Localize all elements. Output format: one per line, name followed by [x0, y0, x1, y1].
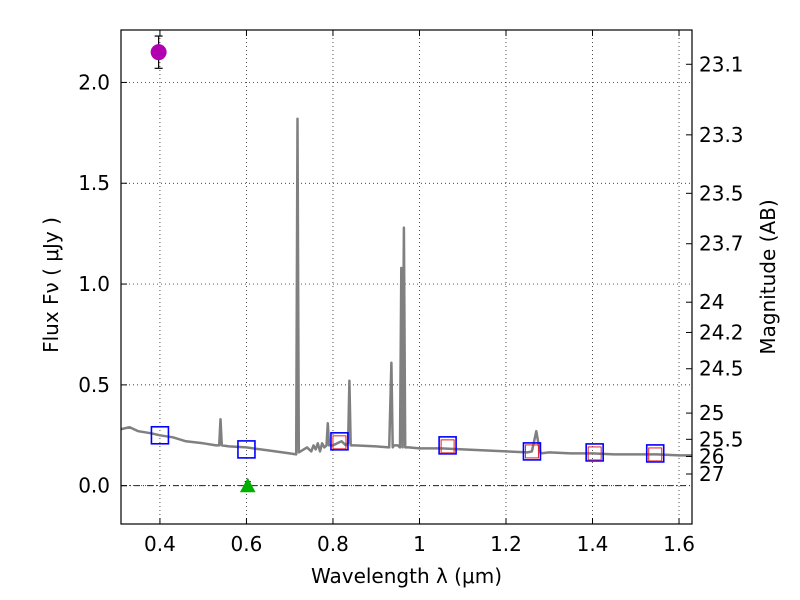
magnitude-tick-label: 23.1 [699, 52, 744, 76]
observed-photometry-marker [648, 447, 663, 462]
y-tick-label: 2.0 [78, 70, 110, 94]
magnitude-tick-label: 24 [699, 290, 724, 314]
magnitude-tick-label: 24.5 [699, 357, 744, 381]
y-tick-label: 0.5 [78, 373, 110, 397]
y-tick-label: 0.0 [78, 474, 110, 498]
model-photometry-marker [330, 432, 349, 451]
model-photometry-marker [585, 443, 604, 462]
limit-marker [239, 477, 256, 493]
model-photometry-marker [150, 425, 170, 445]
grid-lines [121, 30, 692, 524]
spectrum-line [120, 117, 692, 457]
observed-photometry-marker [440, 439, 455, 454]
x-tick-label: 0.4 [144, 532, 176, 556]
magnitude-tick-label: 23.3 [699, 123, 744, 147]
x-tick-label: 1.6 [663, 532, 695, 556]
photometry-points [150, 35, 665, 493]
model-photometry-marker [438, 436, 457, 455]
axis-ticks: 0.4 0.6 0.8 1 1.2 1.4 1.6 0.0 0.5 1.0 1.5 2.0 23.1 23… [78, 30, 744, 556]
x-tick-label: 0.8 [317, 532, 349, 556]
magnitude-tick-label: 23.7 [699, 232, 744, 256]
model-photometry-marker [237, 440, 256, 459]
magnitude-tick-label: 24.2 [699, 320, 744, 344]
x-tick-label: 0.6 [231, 532, 263, 556]
magnitude-tick-label: 25.5 [699, 427, 744, 451]
x-axis-label: Wavelength λ (μm) [311, 564, 502, 588]
detection-marker [150, 44, 167, 61]
x-tick-label: 1.2 [490, 532, 522, 556]
y-tick-label: 1.0 [78, 272, 110, 296]
observed-photometry-marker [332, 435, 347, 450]
magnitude-tick-label: 23.5 [699, 181, 744, 205]
model-photometry-marker [522, 442, 542, 461]
x-tick-label: 1.4 [577, 532, 609, 556]
magnitude-tick-label: 27 [699, 462, 724, 486]
y-tick-label: 1.5 [78, 171, 110, 195]
template-spectrum [120, 117, 692, 457]
magnitude-tick-label: 25 [699, 401, 724, 425]
y-axis-label: Flux Fν ( μJy ) [39, 217, 63, 353]
magnitude-axis-label: Magnitude (AB) [756, 199, 780, 354]
x-tick-label: 1 [413, 532, 426, 556]
plot-frame [120, 29, 693, 525]
magnitude-tick-label: 26 [699, 444, 724, 468]
observed-photometry-marker [587, 446, 602, 461]
observed-photometry-marker [524, 444, 539, 459]
model-photometry-marker [645, 444, 665, 463]
